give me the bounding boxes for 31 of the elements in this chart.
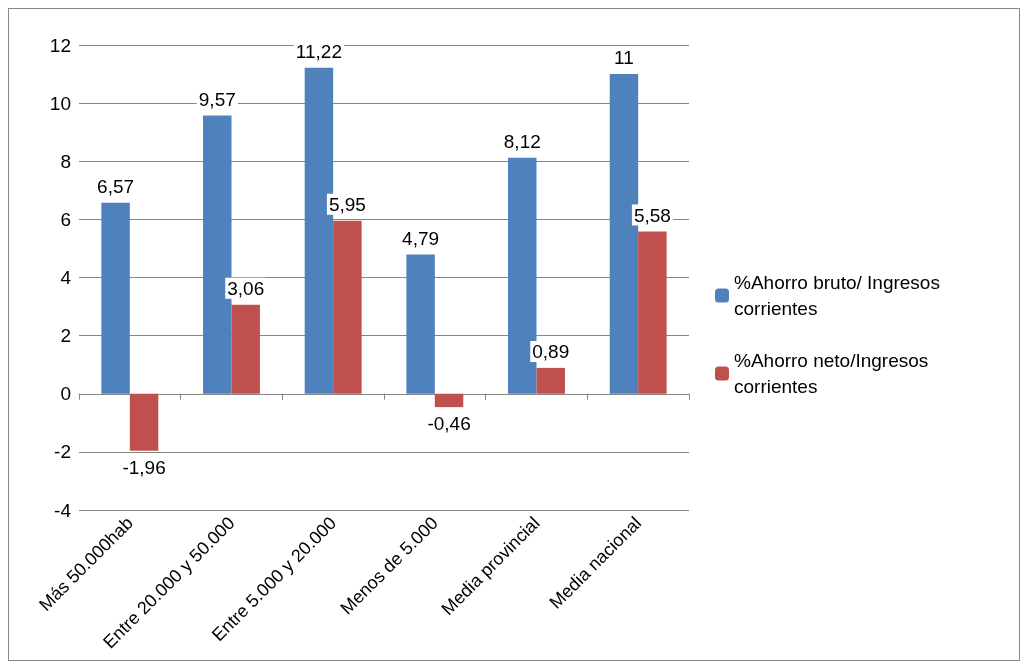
data-label: 8,12: [503, 130, 541, 152]
data-label: 4,79: [402, 227, 440, 249]
bar: [231, 304, 260, 394]
y-tick-label: 10: [49, 92, 71, 114]
data-label: 3,06: [227, 277, 265, 299]
data-label: 11,22: [295, 40, 342, 62]
y-tick-label: 8: [60, 150, 71, 172]
bar: [101, 202, 130, 394]
bar: [536, 367, 565, 394]
data-label: -0,46: [427, 413, 471, 435]
legend-label: %Ahorro bruto/ Ingresos corrientes: [734, 272, 946, 319]
legend-label: %Ahorro neto/Ingresos corrientes: [734, 350, 934, 397]
y-tick-label: -4: [54, 499, 72, 521]
y-tick-label: 6: [60, 208, 71, 230]
y-tick-label: 0: [60, 383, 71, 405]
bar: [406, 254, 435, 394]
data-label: 9,57: [198, 88, 236, 110]
y-tick-label: 12: [49, 34, 71, 56]
data-label: 0,89: [532, 340, 570, 362]
data-label: 6,57: [97, 175, 135, 197]
bar: [129, 393, 159, 451]
data-label: 5,95: [328, 193, 366, 215]
data-label: -1,96: [122, 456, 166, 478]
bar: [638, 231, 667, 394]
bar: [434, 393, 464, 408]
y-tick-label: -2: [54, 441, 71, 463]
data-label: 5,58: [633, 204, 671, 226]
data-label: 11: [614, 47, 634, 69]
y-tick-label: 2: [60, 325, 71, 347]
bar: [333, 220, 362, 394]
y-tick-label: 4: [60, 267, 72, 288]
